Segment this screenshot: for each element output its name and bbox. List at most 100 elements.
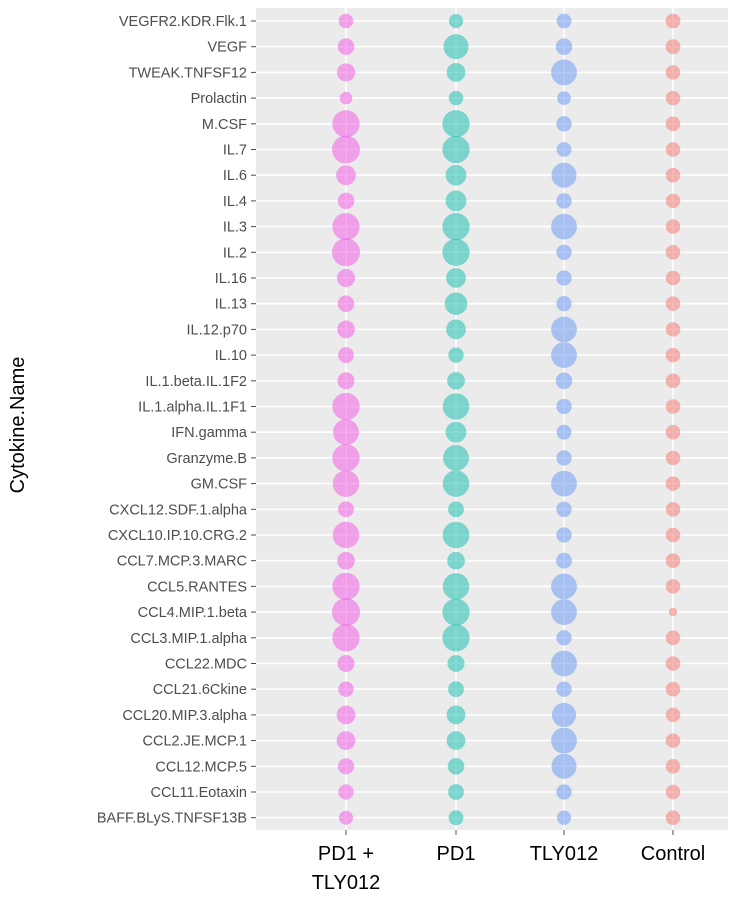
- bubble: [448, 13, 464, 29]
- bubble-layer: [332, 13, 681, 826]
- bubble: [336, 731, 356, 750]
- bubble: [556, 13, 572, 29]
- bubble: [442, 238, 470, 266]
- bubble: [337, 192, 355, 210]
- x-tick-label: TLY012: [312, 872, 381, 894]
- bubble: [443, 444, 469, 471]
- bubble: [556, 398, 572, 415]
- bubble: [665, 450, 681, 466]
- bubble: [447, 371, 465, 390]
- bubble: [665, 502, 681, 517]
- bubble: [442, 624, 470, 652]
- bubble: [448, 347, 464, 363]
- bubble: [446, 319, 466, 340]
- y-tick-label: IL.12.p70: [187, 322, 247, 338]
- bubble: [332, 212, 360, 241]
- bubble: [446, 705, 466, 725]
- bubble: [338, 347, 354, 364]
- bubble: [556, 552, 572, 569]
- bubble: [665, 527, 681, 543]
- bubble: [665, 656, 681, 671]
- y-tick-label: CXCL10.IP.10.CRG.2: [108, 528, 247, 544]
- bubble: [556, 527, 572, 543]
- y-tick-label: IL.1.alpha.IL.1F1: [138, 400, 247, 416]
- y-tick-label: IL.1.beta.IL.1F2: [145, 374, 247, 390]
- y-tick-label: VEGFR2.KDR.Flk.1: [119, 14, 247, 30]
- bubble: [557, 91, 571, 105]
- y-tick-label: IL.16: [215, 271, 247, 287]
- bubble: [556, 296, 572, 312]
- y-tick-label: CCL3.MIP.1.alpha: [130, 631, 248, 647]
- y-tick-label: IL.10: [215, 348, 247, 364]
- y-tick-label: IL.7: [223, 143, 247, 159]
- bubble: [336, 705, 356, 725]
- bubble: [551, 753, 577, 779]
- y-tick-label: IFN.gamma: [171, 425, 248, 441]
- x-tick-label: TLY012: [530, 843, 599, 865]
- bubble: [665, 399, 681, 414]
- bubble: [445, 421, 467, 443]
- bubble: [336, 165, 356, 186]
- bubble: [448, 90, 464, 106]
- bubble: [338, 501, 354, 518]
- bubble: [442, 135, 470, 164]
- plot-panel: [256, 8, 728, 830]
- bubble: [448, 784, 464, 800]
- bubble: [665, 424, 681, 440]
- bubble: [665, 707, 681, 723]
- bubble: [332, 572, 360, 601]
- bubble: [338, 13, 354, 29]
- bubble: [551, 162, 577, 188]
- y-tick-label: IL.2: [223, 245, 247, 261]
- bubble: [448, 681, 464, 698]
- bubble: [442, 521, 470, 549]
- bubble: [337, 758, 355, 775]
- bubble: [551, 727, 577, 754]
- bubble: [556, 270, 572, 286]
- bubble: [332, 624, 360, 652]
- bubble: [332, 110, 360, 138]
- bubble: [556, 630, 572, 646]
- y-tick-label: IL.13: [215, 297, 247, 313]
- bubble: [665, 476, 681, 491]
- bubble: [442, 393, 470, 420]
- y-tick-label: CCL4.MIP.1.beta: [138, 605, 248, 621]
- bubble: [665, 553, 681, 568]
- bubble: [339, 810, 353, 825]
- bubble: [447, 551, 465, 570]
- bubble: [447, 758, 465, 775]
- bubble: [442, 598, 470, 626]
- bubble: [551, 470, 577, 497]
- bubble: [338, 784, 354, 800]
- bubble: [668, 607, 678, 617]
- bubble: [555, 38, 573, 55]
- bubble: [446, 268, 466, 288]
- bubble: [332, 238, 360, 267]
- bubble: [336, 268, 356, 288]
- bubble: [332, 444, 360, 472]
- y-tick-label: CCL2.JE.MCP.1: [143, 734, 248, 750]
- y-tick-label: CXCL12.SDF.1.alpha: [109, 502, 248, 518]
- y-tick-label: IL.3: [223, 220, 247, 236]
- bubble: [556, 810, 572, 825]
- bubble: [332, 598, 360, 627]
- bubble: [665, 347, 681, 363]
- bubble: [665, 219, 681, 234]
- bubble: [556, 142, 572, 157]
- bubble: [665, 270, 681, 286]
- bubble: [448, 501, 464, 518]
- bubble: [665, 579, 681, 594]
- bubble: [551, 599, 577, 626]
- bubble: [448, 810, 464, 826]
- bubble: [444, 292, 468, 315]
- y-tick-label: VEGF: [208, 40, 248, 56]
- bubble: [551, 342, 577, 369]
- y-tick-label: Prolactin: [191, 91, 247, 107]
- bubble: [556, 116, 572, 132]
- bubble: [555, 372, 573, 390]
- bubble: [665, 296, 681, 311]
- bubble: [332, 392, 360, 421]
- y-tick-label: IL.4: [223, 194, 247, 210]
